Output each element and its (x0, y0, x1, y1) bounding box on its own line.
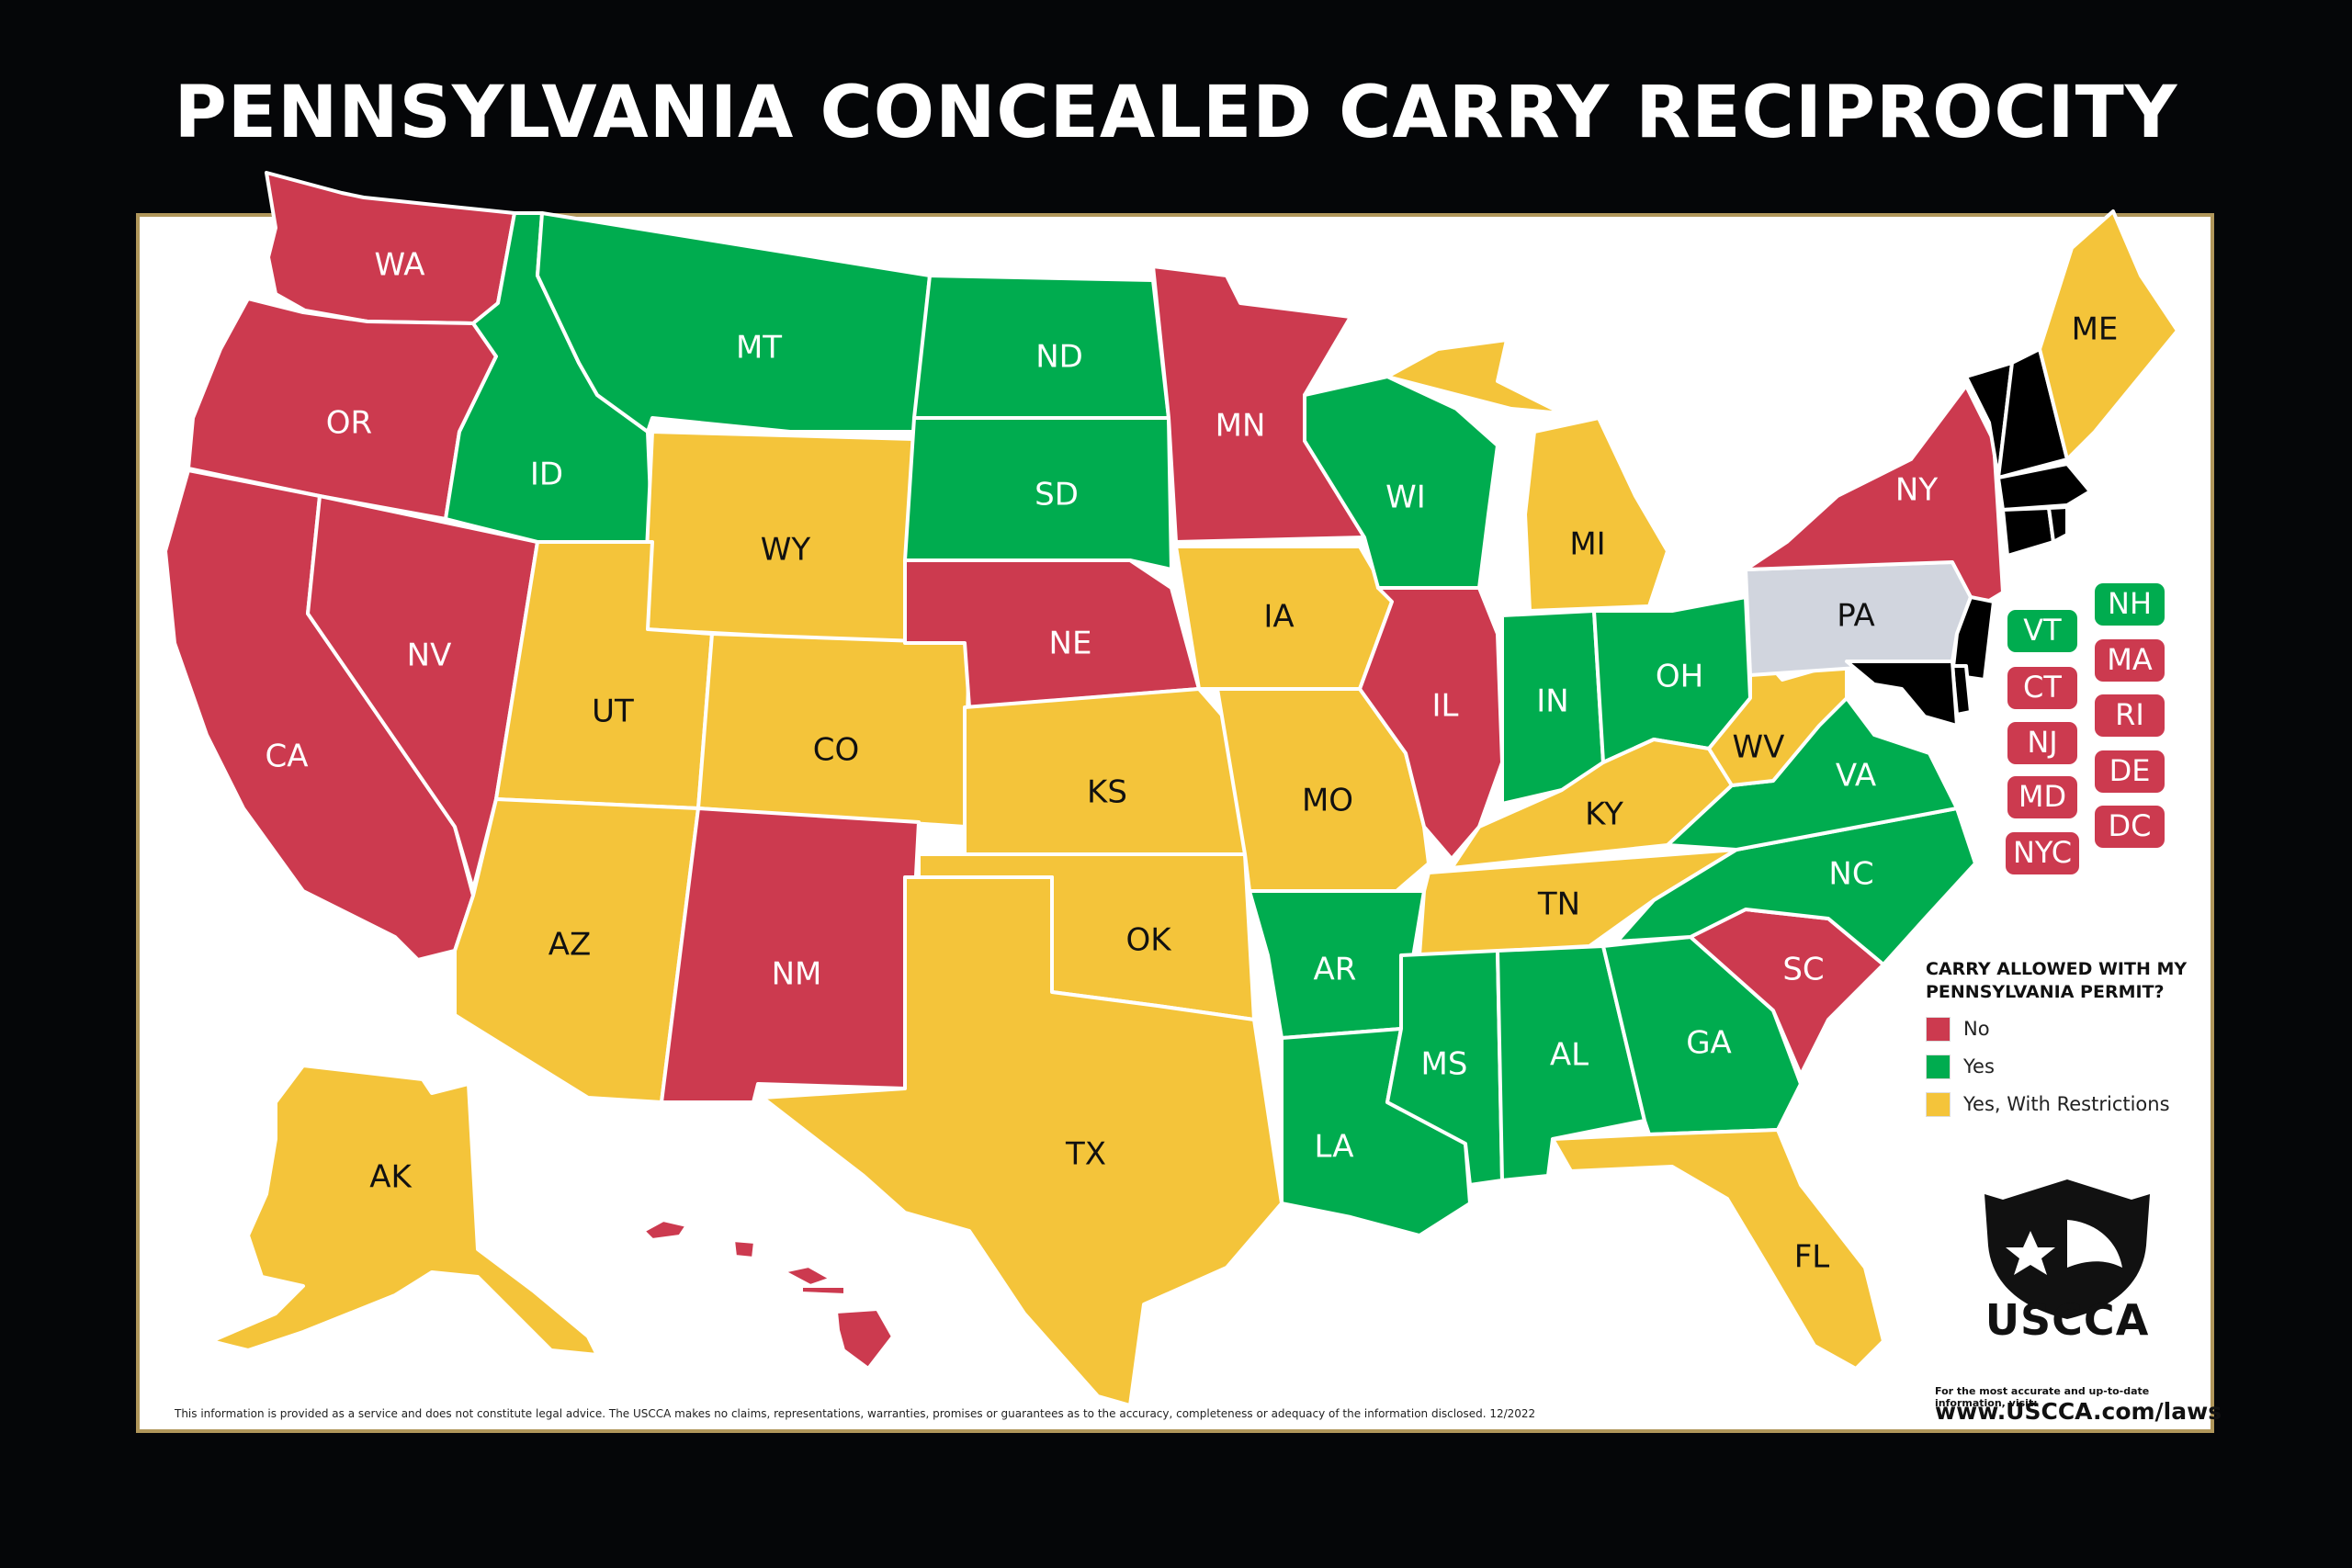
state-tx[interactable] (761, 875, 1283, 1407)
legend-label-yes: Yes (1963, 1055, 1995, 1077)
state-label-wi: WI (1385, 479, 1426, 516)
chip-label-nyc: NYC (2013, 835, 2072, 870)
shield-logo-icon (1984, 1179, 2150, 1319)
state-label-il: IL (1432, 688, 1459, 725)
state-ks[interactable] (963, 687, 1247, 856)
chip-label-de: DE (2109, 753, 2151, 788)
legend: CARRY ALLOWED WITH MY PENNSYLVANIA PERMI… (1926, 958, 2220, 1117)
info-url-link[interactable]: www.USCCA.com/laws (1935, 1398, 2222, 1425)
chip-ma[interactable]: MA (2095, 639, 2165, 682)
state-label-wa: WA (374, 247, 424, 284)
state-label-ne: NE (1049, 626, 1092, 662)
chip-label-ma: MA (2107, 642, 2153, 677)
state-label-hi: HI (781, 1311, 814, 1348)
legend-label-restricted: Yes, With Restrictions (1963, 1093, 2170, 1115)
state-label-sc: SC (1782, 952, 1824, 988)
legend-item-no: No (1926, 1016, 2220, 1042)
state-label-me: ME (2072, 311, 2119, 348)
chip-label-ct: CT (2023, 670, 2062, 705)
state-label-al: AL (1550, 1037, 1589, 1074)
chip-label-dc: DC (2109, 808, 2152, 843)
state-label-oh: OH (1656, 659, 1703, 695)
legend-swatch-restricted (1926, 1091, 1951, 1117)
state-me[interactable] (2038, 209, 2179, 461)
chip-label-vt: VT (2023, 613, 2062, 648)
state-ak[interactable] (209, 1064, 599, 1357)
state-label-ut: UT (592, 694, 634, 730)
chip-ct[interactable]: CT (2007, 667, 2077, 709)
state-label-nd: ND (1035, 339, 1083, 376)
state-ri[interactable] (2047, 505, 2069, 544)
legend-swatch-yes (1926, 1054, 1951, 1079)
state-ct[interactable] (2001, 506, 2055, 558)
chip-label-nh: NH (2108, 586, 2152, 621)
chip-de[interactable]: DE (2095, 750, 2165, 793)
state-wi[interactable] (1303, 375, 1499, 590)
state-il[interactable] (1358, 586, 1504, 861)
state-hi[interactable] (641, 1218, 895, 1371)
state-ny[interactable] (1744, 384, 2005, 608)
state-label-ks: KS (1087, 774, 1127, 811)
state-co[interactable] (696, 632, 971, 829)
state-label-co: CO (813, 732, 860, 769)
state-label-tx: TX (1065, 1136, 1106, 1173)
state-label-ky: KY (1585, 796, 1623, 833)
state-label-wy: WY (761, 532, 811, 569)
state-label-nm: NM (772, 956, 822, 993)
chip-nh[interactable]: NH (2095, 583, 2165, 626)
state-fl[interactable] (1551, 1128, 1885, 1371)
state-label-ak: AK (369, 1159, 413, 1196)
state-label-nc: NC (1828, 856, 1873, 893)
state-label-mt: MT (736, 330, 782, 367)
chip-ri[interactable]: RI (2095, 694, 2165, 737)
state-label-or: OR (326, 405, 372, 442)
state-label-va: VA (1836, 758, 1876, 795)
chip-label-nj: NJ (2027, 725, 2057, 760)
state-nm[interactable] (660, 807, 921, 1104)
chip-vt[interactable]: VT (2007, 610, 2077, 652)
legend-swatch-no (1926, 1016, 1951, 1042)
state-label-id: ID (530, 457, 563, 493)
legend-item-yes: Yes (1926, 1054, 2220, 1079)
state-label-ny: NY (1895, 472, 1938, 509)
state-mi[interactable] (1385, 338, 1669, 613)
state-label-mn: MN (1216, 408, 1266, 445)
state-label-ia: IA (1263, 599, 1294, 636)
chip-nj[interactable]: NJ (2007, 722, 2077, 764)
state-label-ga: GA (1686, 1025, 1732, 1062)
legend-title: CARRY ALLOWED WITH MY PENNSYLVANIA PERMI… (1926, 959, 2188, 1002)
legend-label-no: No (1963, 1018, 1990, 1040)
disclaimer: This information is provided as a servic… (175, 1407, 1536, 1420)
info-text: For the most accurate and up-to-date inf… (1935, 1385, 2150, 1409)
chip-dc[interactable]: DC (2095, 806, 2165, 848)
state-label-ms: MS (1421, 1046, 1468, 1083)
state-label-fl: FL (1794, 1239, 1830, 1276)
state-label-mi: MI (1569, 526, 1605, 563)
state-label-ca: CA (266, 739, 309, 775)
chip-nyc[interactable]: NYC (2006, 832, 2079, 874)
state-label-pa: PA (1837, 598, 1875, 635)
chip-label-ri: RI (2115, 697, 2144, 732)
brand-name: USCCA (1984, 1295, 2150, 1345)
legend-item-restricted: Yes, With Restrictions (1926, 1091, 2220, 1117)
page-title: PENNSYLVANIA CONCEALED CARRY RECIPROCITY (174, 72, 2178, 154)
state-label-ar: AR (1314, 952, 1357, 988)
chip-md[interactable]: MD (2007, 776, 2077, 818)
state-label-sd: SD (1035, 477, 1079, 513)
state-sd[interactable] (903, 416, 1173, 571)
state-label-wv: WV (1733, 729, 1785, 766)
state-label-ok: OK (1125, 922, 1172, 959)
chip-label-md: MD (2018, 779, 2066, 814)
state-label-az: AZ (548, 927, 592, 964)
state-md[interactable] (1845, 660, 1959, 728)
state-ma[interactable] (1996, 462, 2092, 512)
state-label-la: LA (1315, 1129, 1354, 1166)
state-label-nv: NV (407, 637, 452, 674)
state-label-mo: MO (1302, 783, 1353, 819)
state-label-tn: TN (1537, 886, 1580, 923)
state-label-in: IN (1536, 683, 1568, 720)
